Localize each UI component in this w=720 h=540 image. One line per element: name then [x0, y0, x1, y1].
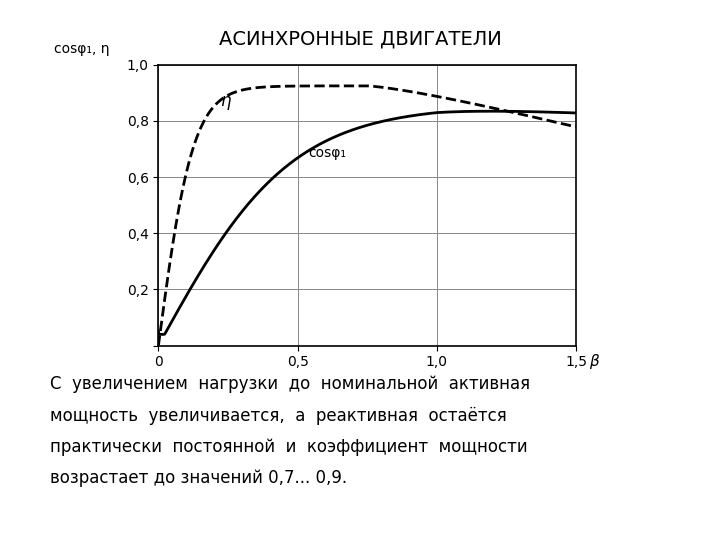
Text: С  увеличением  нагрузки  до  номинальной  активная: С увеличением нагрузки до номинальной ак…	[50, 375, 531, 393]
Text: β: β	[588, 354, 598, 368]
Text: мощность  увеличивается,  а  реактивная  остаётся: мощность увеличивается, а реактивная ост…	[50, 407, 507, 424]
Text: cosφ₁, η: cosφ₁, η	[54, 42, 109, 56]
Text: cosφ₁: cosφ₁	[309, 146, 347, 160]
Text: практически  постоянной  и  коэффициент  мощности: практически постоянной и коэффициент мощ…	[50, 438, 528, 456]
Text: возрастает до значений 0,7... 0,9.: возрастает до значений 0,7... 0,9.	[50, 469, 348, 487]
Text: η: η	[220, 91, 230, 110]
Text: АСИНХРОННЫЕ ДВИГАТЕЛИ: АСИНХРОННЫЕ ДВИГАТЕЛИ	[219, 30, 501, 49]
